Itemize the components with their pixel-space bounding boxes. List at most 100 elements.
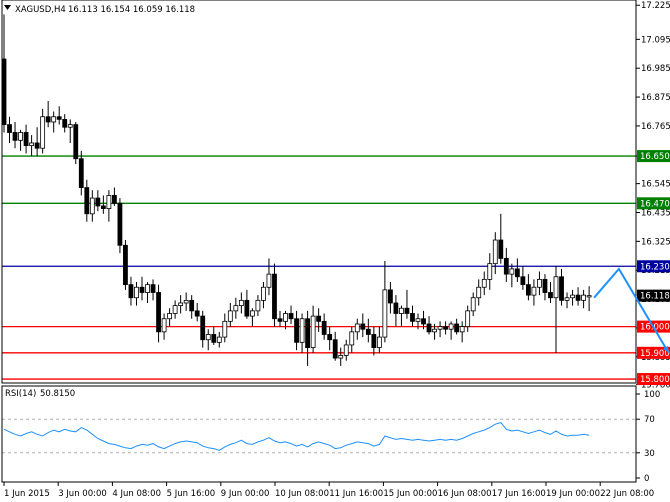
candle-body <box>321 320 327 335</box>
candle-body <box>376 336 382 348</box>
candle-body <box>498 239 504 259</box>
candle-body <box>437 326 443 330</box>
rsi-tick-label: 30 <box>644 449 655 459</box>
candle-body <box>233 305 239 312</box>
candle-body <box>421 318 426 325</box>
price-tick-label: 16.985 <box>641 64 670 74</box>
candle-body <box>492 239 498 265</box>
candle-body <box>194 310 200 317</box>
rsi-tick-label: 0 <box>644 474 649 484</box>
candle-body <box>216 336 222 343</box>
rsi-label: RSI(14) <box>5 389 36 399</box>
candle-body <box>448 323 454 330</box>
level-tag <box>637 346 670 359</box>
candle-body <box>415 318 421 322</box>
chevron-down-icon[interactable] <box>4 5 11 10</box>
time-tick-label: 3 Jun 00:00 <box>58 489 107 499</box>
candle-body <box>426 323 432 333</box>
current-price-tag <box>637 289 670 302</box>
candle-body <box>84 187 90 215</box>
candle-body <box>526 284 531 296</box>
level-tag-label: 16.650 <box>640 152 670 162</box>
level-tag <box>637 197 670 210</box>
forecast-arrow-line <box>593 267 670 354</box>
ohlc-label: 16.113 16.154 16.059 16.118 <box>68 5 195 15</box>
candle-body <box>62 118 68 128</box>
candle-body <box>200 315 206 341</box>
candle-body <box>365 328 371 335</box>
time-tick-label: 1 Jun 2015 <box>4 489 50 499</box>
level-tag <box>637 373 670 386</box>
candle-body <box>487 263 493 280</box>
candle-body <box>371 334 377 348</box>
candle-body <box>548 292 553 299</box>
candle-body <box>443 326 449 330</box>
candle-body <box>288 313 294 320</box>
candle-body <box>211 334 217 343</box>
time-tick-label: 10 Jun 08:00 <box>275 489 329 499</box>
candle-body <box>509 268 515 275</box>
candle-body <box>167 313 173 320</box>
candle-body <box>294 318 299 343</box>
candle-body <box>476 286 482 299</box>
rsi-panel-frame <box>1 385 637 483</box>
candle-body <box>266 273 272 288</box>
candle-body <box>117 202 123 246</box>
candle-body <box>134 286 139 299</box>
candle-body <box>327 334 333 341</box>
candle-body <box>360 323 366 330</box>
candle-body <box>459 326 465 333</box>
candles-layer <box>1 14 592 366</box>
candle-body <box>51 116 57 123</box>
candle-body <box>410 313 415 322</box>
candle-body <box>559 276 564 301</box>
candle-body <box>299 318 305 343</box>
candle-body <box>100 205 106 209</box>
candle-body <box>310 315 316 348</box>
candle-body <box>183 299 189 304</box>
tags-layer: 16.650 16.470 16.230 16.000 15.900 15.800 16.1… <box>637 150 670 386</box>
candle-body <box>161 318 167 333</box>
level-tag-label: 15.900 <box>640 349 670 359</box>
candle-body <box>139 286 145 293</box>
candle-body <box>23 132 29 146</box>
symbol-label: XAGUSD,H4 <box>15 5 66 15</box>
candle-body <box>553 276 559 299</box>
price-tick-label: 16.875 <box>641 93 670 103</box>
candle-body <box>454 323 460 333</box>
candle-body <box>255 299 261 312</box>
candle-body <box>45 116 51 123</box>
rsi-tick-label: 70 <box>644 415 655 425</box>
level-tag <box>637 260 670 273</box>
forecast-arrow-head <box>662 345 669 353</box>
candle-body <box>34 142 40 149</box>
candle-body <box>283 313 288 322</box>
time-tick-label: 19 Jun 00:00 <box>546 489 600 499</box>
candle-body <box>67 124 73 128</box>
candle-body <box>564 297 570 301</box>
candle-body <box>145 284 150 293</box>
candle-body <box>305 318 311 348</box>
time-tick-label: 16 Jun 08:00 <box>438 489 492 499</box>
time-tick-label: 17 Jun 16:00 <box>492 489 546 499</box>
candle-body <box>514 268 520 278</box>
candle-body <box>586 295 592 298</box>
price-tick-label: 16.435 <box>641 208 670 218</box>
rsi-value-label: 50.8150 <box>40 389 75 399</box>
candle-body <box>29 142 35 146</box>
candle-body <box>277 318 283 322</box>
level-tag-label: 15.800 <box>640 375 670 385</box>
candle-body <box>338 355 344 359</box>
candle-body <box>354 323 360 333</box>
candle-body <box>575 294 581 301</box>
time-tick-label: 9 Jun 00:00 <box>221 489 270 499</box>
candle-body <box>542 278 548 293</box>
candle-body <box>7 124 12 133</box>
candle-body <box>382 289 388 338</box>
price-tick-label: 16.545 <box>641 180 670 190</box>
candle-body <box>387 289 393 304</box>
level-tag-label: 16.470 <box>640 199 670 209</box>
candle-body <box>393 302 399 314</box>
